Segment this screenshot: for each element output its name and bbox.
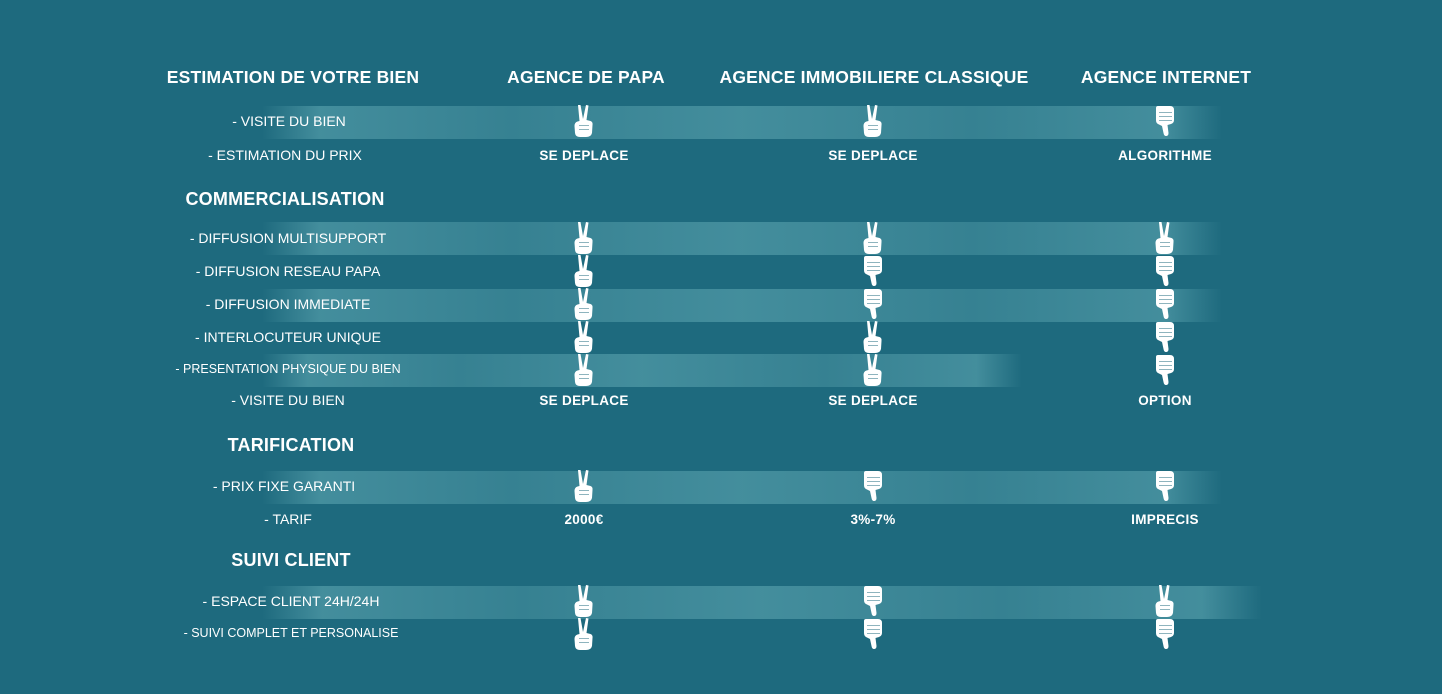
row-label: - DIFFUSION MULTISUPPORT [189, 230, 387, 246]
row-label: - ESPACE CLIENT 24H/24H [202, 593, 380, 609]
victory-hand-icon [571, 617, 597, 651]
row-label: - INTERLOCUTEUR UNIQUE [195, 329, 381, 345]
cell-value: SE DEPLACE [828, 148, 918, 163]
victory-hand-icon [571, 287, 597, 321]
row-label: - PRIX FIXE GARANTI [212, 478, 356, 494]
thumb-down-icon [860, 287, 886, 321]
row-band [262, 289, 1222, 322]
cell-value: SE DEPLACE [539, 393, 629, 408]
row-band [262, 222, 1222, 255]
thumb-down-icon [1152, 469, 1178, 503]
row-band [262, 354, 1022, 387]
thumb-down-icon [1152, 287, 1178, 321]
victory-hand-icon [860, 353, 886, 387]
victory-hand-icon [860, 221, 886, 255]
row-band [262, 471, 1222, 504]
thumb-down-icon [860, 584, 886, 618]
header-estimation: ESTIMATION DE VOTRE BIEN [166, 67, 420, 87]
row-band [262, 586, 1262, 619]
thumb-down-icon [860, 254, 886, 288]
victory-hand-icon [860, 320, 886, 354]
cell-value: SE DEPLACE [539, 148, 629, 163]
thumb-down-icon [1152, 353, 1178, 387]
cell-value: ALGORITHME [1118, 148, 1212, 163]
row-label: - ESTIMATION DU PRIX [208, 147, 362, 163]
victory-hand-icon [571, 353, 597, 387]
victory-hand-icon [1152, 221, 1178, 255]
row-label: - VISITE DU BIEN [232, 113, 346, 129]
thumb-down-icon [1152, 320, 1178, 354]
victory-hand-icon [571, 221, 597, 255]
row-label: - PRESENTATION PHYSIQUE DU BIEN [175, 362, 401, 376]
row-label: - VISITE DU BIEN [231, 392, 345, 408]
victory-hand-icon [571, 469, 597, 503]
cell-value: IMPRECIS [1131, 512, 1199, 527]
header-agence-internet: AGENCE INTERNET [1080, 67, 1252, 87]
victory-hand-icon [571, 584, 597, 618]
victory-hand-icon [860, 104, 886, 138]
cell-value: OPTION [1138, 393, 1192, 408]
row-label: - DIFFUSION RESEAU PAPA [195, 263, 381, 279]
thumb-down-icon [860, 469, 886, 503]
header-agence-de-papa: AGENCE DE PAPA [507, 67, 665, 87]
victory-hand-icon [571, 320, 597, 354]
row-label: - TARIF [264, 511, 312, 527]
victory-hand-icon [571, 254, 597, 288]
header-agence-classique: AGENCE IMMOBILIERE CLASSIQUE [719, 67, 1029, 87]
victory-hand-icon [571, 104, 597, 138]
thumb-down-icon [1152, 617, 1178, 651]
row-band [262, 106, 1222, 139]
row-label: - DIFFUSION IMMEDIATE [205, 296, 371, 312]
victory-hand-icon [1152, 584, 1178, 618]
thumb-down-icon [860, 617, 886, 651]
cell-value: 2000€ [564, 512, 604, 527]
row-label: - SUIVI COMPLET ET PERSONALISE [183, 626, 399, 640]
thumb-down-icon [1152, 254, 1178, 288]
section-commercialisation: COMMERCIALISATION [185, 189, 385, 209]
section-suivi-client: SUIVI CLIENT [231, 550, 351, 570]
section-tarification: TARIFICATION [227, 435, 355, 455]
cell-value: SE DEPLACE [828, 393, 918, 408]
cell-value: 3%-7% [850, 512, 896, 527]
thumb-down-icon [1152, 104, 1178, 138]
